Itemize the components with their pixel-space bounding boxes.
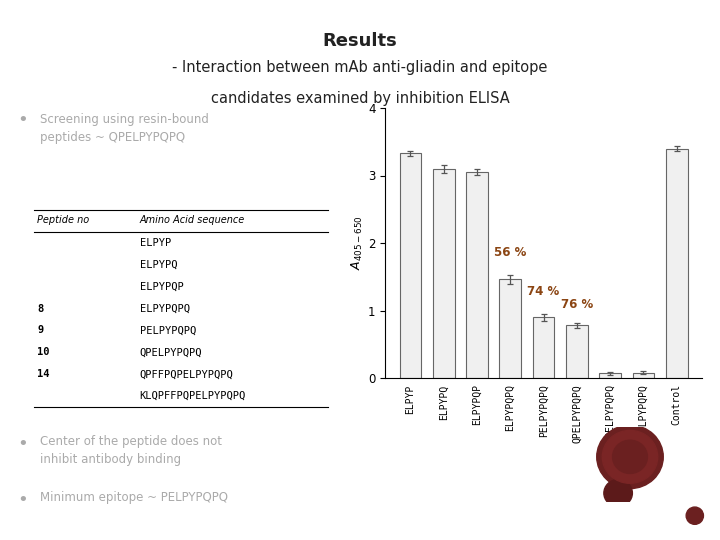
Circle shape (613, 440, 647, 474)
Text: QPELPYPQPQ: QPELPYPQPQ (140, 347, 202, 357)
Text: UNIVERSITY OF COPENHAGEN: UNIVERSITY OF COPENHAGEN (11, 11, 146, 19)
Bar (433, 168, 454, 378)
Bar (466, 172, 488, 378)
Text: candidates examined by inhibition ELISA: candidates examined by inhibition ELISA (211, 91, 509, 106)
Circle shape (602, 430, 658, 483)
Bar (533, 317, 554, 378)
Text: ELPYPQP: ELPYPQP (140, 282, 184, 292)
Text: QPFFPQPELPYPQPQ: QPFFPQPELPYPQPQ (140, 369, 233, 379)
Bar (566, 325, 588, 378)
Text: ELPYPQ: ELPYPQ (140, 260, 177, 269)
Text: •: • (17, 435, 28, 453)
Text: Screening using resin-bound
peptides ~ QPELPYPQPQ: Screening using resin-bound peptides ~ Q… (40, 113, 210, 144)
Circle shape (597, 425, 663, 489)
Text: Peptide no: Peptide no (37, 215, 89, 225)
Text: •: • (17, 491, 28, 509)
Text: 10: 10 (37, 347, 50, 357)
Text: 76 %: 76 % (561, 298, 593, 311)
Text: Minimum epitope ~ PELPYPQPQ: Minimum epitope ~ PELPYPQPQ (40, 491, 228, 504)
Text: 9: 9 (37, 326, 43, 335)
Text: 14: 14 (37, 369, 50, 379)
Text: 56 %: 56 % (494, 246, 526, 260)
Text: 74 %: 74 % (528, 285, 559, 298)
Circle shape (686, 507, 703, 524)
Text: Center of the peptide does not
inhibit antibody binding: Center of the peptide does not inhibit a… (40, 435, 222, 465)
Text: KLQPFFPQPELPYPQPQ: KLQPFFPQPELPYPQPQ (140, 391, 246, 401)
Y-axis label: $A_{405-650}$: $A_{405-650}$ (350, 215, 365, 271)
Bar (400, 153, 421, 378)
Bar (633, 373, 654, 378)
Text: •: • (17, 111, 28, 129)
Text: Amino Acid sequence: Amino Acid sequence (140, 215, 245, 225)
Bar (599, 373, 621, 378)
Text: FACULTY OF LIFE SCIENCES: FACULTY OF LIFE SCIENCES (586, 11, 709, 19)
Bar (666, 148, 688, 378)
Text: - Interaction between mAb anti-gliadin and epitope: - Interaction between mAb anti-gliadin a… (172, 59, 548, 75)
Text: ELPYPQPQ: ELPYPQPQ (140, 303, 189, 314)
Circle shape (604, 480, 632, 507)
Text: 8: 8 (37, 303, 43, 314)
Text: ELPYP: ELPYP (140, 238, 171, 248)
Text: Results: Results (323, 32, 397, 50)
Bar (500, 280, 521, 378)
Text: PELPYPQPQ: PELPYPQPQ (140, 326, 196, 335)
